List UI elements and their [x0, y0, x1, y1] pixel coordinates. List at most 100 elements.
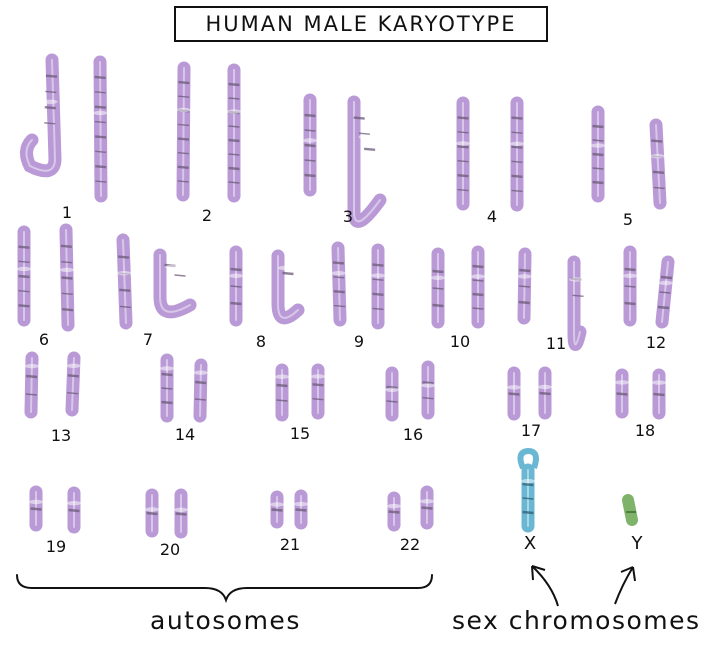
- chromosome-band: [95, 150, 107, 154]
- y-chromosome-body: [622, 494, 638, 526]
- chromosome-band: [422, 396, 434, 400]
- pair-label-16: 16: [402, 425, 424, 444]
- chromosome-band: [353, 116, 365, 120]
- chromosome-pair-18: [615, 368, 666, 420]
- chromosome-band: [117, 255, 130, 259]
- centromere: [294, 501, 308, 507]
- chromosome-band: [511, 189, 523, 193]
- chromatid-highlight: [25, 59, 57, 172]
- chromosome-band: [282, 271, 294, 276]
- centromere: [507, 385, 521, 390]
- chromosome-pair-16: [385, 360, 435, 422]
- chromosome-band: [592, 167, 604, 170]
- chromosome-band: [518, 285, 531, 288]
- chromatid: [331, 241, 347, 327]
- pair-label-7: 7: [142, 330, 154, 349]
- chromosome-band: [522, 482, 534, 487]
- pair-label-14: 14: [174, 425, 196, 444]
- pair-label-15: 15: [289, 424, 311, 443]
- centromere: [456, 141, 470, 146]
- diagram-title: HUMAN MALE KARYOTYPE: [205, 12, 517, 36]
- pair-label-17: 17: [520, 421, 542, 440]
- sex-label-x: X: [523, 533, 537, 554]
- chromosome-pair-17: [507, 366, 552, 421]
- centromere: [303, 138, 317, 143]
- centromere: [623, 273, 637, 278]
- sex-label-y: Y: [631, 533, 643, 554]
- chromosome-band: [472, 292, 484, 297]
- chromatid-highlight: [337, 247, 341, 321]
- chromosome-pair-15: [275, 363, 325, 422]
- chromosome-pair-22: [387, 485, 434, 532]
- pair-label-21: 21: [279, 535, 301, 554]
- chromosome-pair-10: [431, 245, 485, 329]
- centromere: [93, 110, 108, 116]
- pair-label-5: 5: [622, 210, 634, 229]
- arrow-head-y: [620, 566, 636, 582]
- arrow-to-y: [614, 566, 634, 605]
- chromosome-band: [334, 304, 346, 308]
- centromere: [160, 366, 174, 371]
- chromosome-band: [432, 269, 444, 274]
- chromosome-band: [230, 301, 242, 306]
- centromere: [227, 109, 241, 114]
- chromosome-band: [457, 173, 469, 178]
- chromosome-band: [18, 289, 30, 293]
- chromosome-band: [178, 80, 190, 85]
- centromere: [358, 134, 373, 140]
- autosomes-label: autosomes: [150, 606, 301, 635]
- pair-label-1: 1: [61, 203, 73, 222]
- chromosome-band: [653, 392, 665, 397]
- chromosome-band: [511, 145, 523, 149]
- chromosome-band: [372, 307, 384, 311]
- arrow-head-x: [531, 565, 546, 581]
- chromosome-band: [422, 381, 434, 385]
- chromosome-pair-1: [20, 53, 108, 203]
- chromosome-band: [333, 290, 345, 294]
- chromosome-band: [18, 245, 30, 249]
- chromosome-band: [276, 383, 288, 388]
- centromere: [652, 380, 666, 385]
- chromosome-band: [624, 301, 636, 306]
- chromosome-band: [94, 120, 107, 124]
- pair-label-19: 19: [45, 537, 67, 556]
- centromere: [615, 380, 629, 385]
- centromere: [24, 363, 39, 369]
- centromere: [421, 383, 435, 388]
- chromosome-band: [372, 263, 384, 267]
- chromosome-band: [228, 166, 240, 171]
- chromosome-band: [304, 159, 316, 162]
- chromosome-band: [62, 307, 74, 312]
- centromere: [650, 154, 665, 159]
- chromosome-band: [228, 138, 240, 143]
- pair-label-12: 12: [645, 333, 667, 352]
- centromere: [270, 502, 284, 507]
- centromere: [517, 274, 532, 279]
- chromosome-band: [18, 274, 30, 279]
- chromosome-band: [511, 116, 523, 120]
- chromosome-band: [271, 508, 283, 512]
- chromosome-band: [95, 180, 107, 183]
- chromosome-band: [624, 267, 636, 272]
- title-box: HUMAN MALE KARYOTYPE: [174, 6, 548, 42]
- chromatid: [649, 118, 667, 210]
- chromosome-band: [194, 398, 206, 401]
- centromere: [17, 266, 31, 272]
- chromosome-band: [386, 400, 398, 403]
- centromere: [193, 370, 208, 375]
- chromosome-band: [177, 137, 190, 141]
- pair-label-11: 11: [545, 334, 567, 353]
- chromosome-band: [25, 393, 37, 396]
- chromosome-band: [472, 307, 484, 310]
- chromosome-band: [388, 510, 400, 514]
- centromere: [278, 265, 292, 271]
- chromosome-band: [94, 135, 107, 139]
- chromatid: [567, 255, 587, 351]
- centromere: [174, 507, 188, 512]
- chromosome-band: [119, 305, 131, 309]
- chromosome-band: [592, 139, 604, 142]
- chromosome-band: [432, 303, 444, 308]
- chromosome-band: [228, 97, 240, 100]
- chromosome-pair-6: [17, 223, 75, 332]
